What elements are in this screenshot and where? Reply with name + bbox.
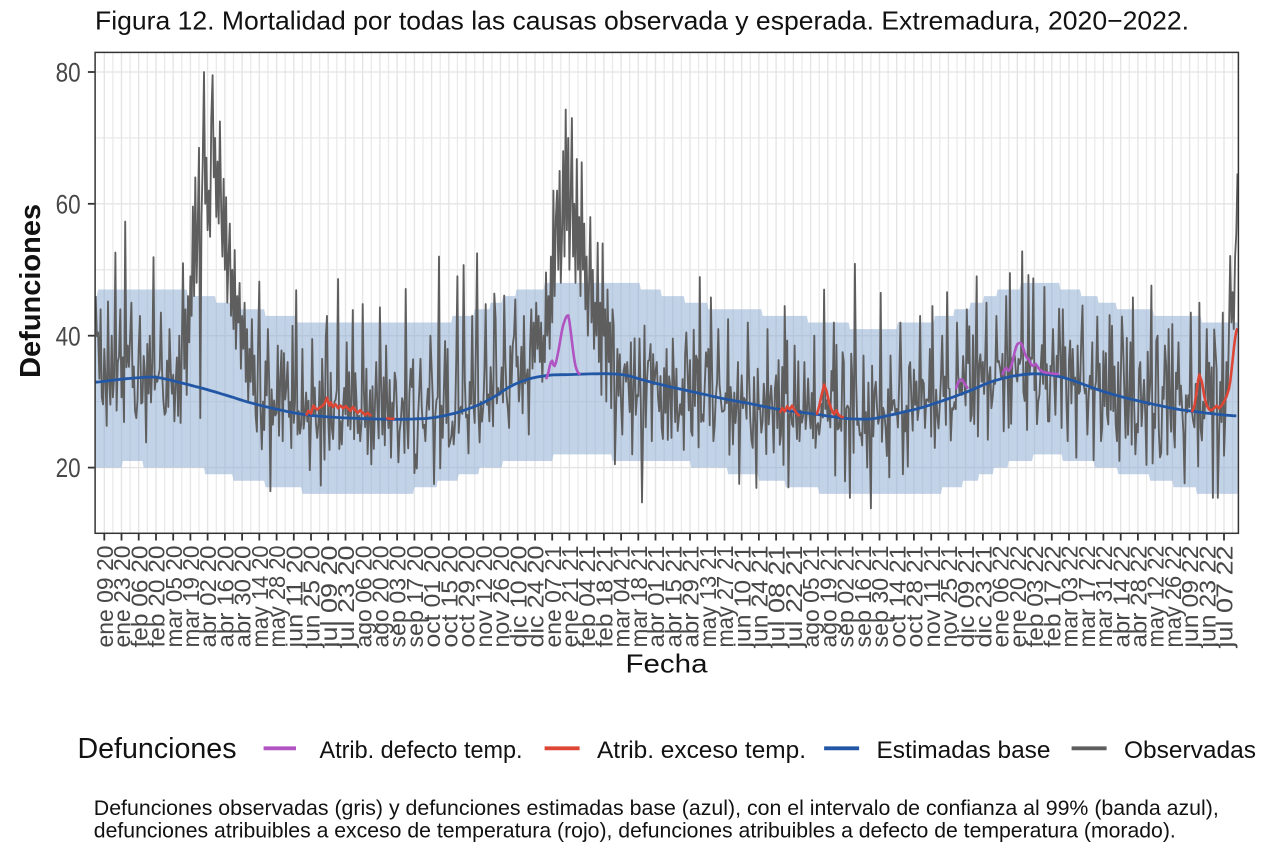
svg-text:may 13 21: may 13 21 <box>695 546 721 648</box>
svg-text:feb 06 20: feb 06 20 <box>126 546 152 648</box>
svg-text:ene 20 22: ene 20 22 <box>1005 546 1031 648</box>
svg-text:dic 10 20: dic 10 20 <box>505 546 531 648</box>
svg-text:sep 02 21: sep 02 21 <box>833 546 859 648</box>
svg-text:mar 19 20: mar 19 20 <box>178 546 204 648</box>
svg-text:dic 24 20: dic 24 20 <box>523 546 549 648</box>
svg-text:jun 23 22: jun 23 22 <box>1194 546 1220 649</box>
svg-text:feb 18 21: feb 18 21 <box>592 546 618 648</box>
svg-text:abr 30 20: abr 30 20 <box>230 546 256 648</box>
svg-text:abr 29 21: abr 29 21 <box>678 546 704 648</box>
svg-text:mar 03 22: mar 03 22 <box>1057 546 1083 648</box>
svg-text:abr 02 20: abr 02 20 <box>195 546 221 648</box>
svg-text:ago 19 21: ago 19 21 <box>815 546 841 648</box>
svg-text:abr 14 22: abr 14 22 <box>1108 546 1134 648</box>
svg-text:jun 09 22: jun 09 22 <box>1177 546 1203 649</box>
svg-text:jul 09 20: jul 09 20 <box>316 546 342 649</box>
svg-text:Defunciones: Defunciones <box>15 204 47 378</box>
svg-text:ago 06 20: ago 06 20 <box>350 546 376 648</box>
svg-text:feb 03 22: feb 03 22 <box>1022 546 1048 648</box>
svg-text:ene 21 21: ene 21 21 <box>557 546 583 648</box>
svg-text:defunciones atribuibles a exce: defunciones atribuibles a exceso de temp… <box>94 819 1176 842</box>
svg-text:mar 04 21: mar 04 21 <box>609 546 635 648</box>
svg-text:jul 07 22: jul 07 22 <box>1212 546 1238 649</box>
svg-text:Defunciones observadas (gris): Defunciones observadas (gris) y defuncio… <box>94 797 1219 820</box>
svg-text:sep 17 20: sep 17 20 <box>402 546 428 648</box>
svg-text:may 12 22: may 12 22 <box>1143 546 1169 648</box>
svg-text:sep 03 20: sep 03 20 <box>385 546 411 648</box>
svg-text:sep 30 21: sep 30 21 <box>867 546 893 648</box>
svg-text:jul 08 21: jul 08 21 <box>764 546 790 649</box>
svg-text:ene 09 20: ene 09 20 <box>92 546 118 648</box>
svg-text:may 14 20: may 14 20 <box>247 546 273 648</box>
svg-text:mar 18 21: mar 18 21 <box>626 546 652 648</box>
svg-text:nov 25 21: nov 25 21 <box>936 546 962 648</box>
svg-text:feb 04 21: feb 04 21 <box>574 546 600 648</box>
svg-text:Observadas: Observadas <box>1124 737 1256 764</box>
svg-text:abr 16 20: abr 16 20 <box>213 546 239 648</box>
svg-text:oct 01 20: oct 01 20 <box>419 546 445 648</box>
svg-text:jul 22 21: jul 22 21 <box>781 546 807 649</box>
svg-text:oct 15 20: oct 15 20 <box>436 546 462 648</box>
svg-text:jun 10 21: jun 10 21 <box>729 546 755 649</box>
svg-text:60: 60 <box>56 189 81 219</box>
svg-text:Atrib. defecto temp.: Atrib. defecto temp. <box>320 737 523 764</box>
svg-text:jun 24 21: jun 24 21 <box>747 546 773 649</box>
svg-text:nov 11 21: nov 11 21 <box>919 546 945 648</box>
svg-text:feb 17 22: feb 17 22 <box>1039 546 1065 648</box>
svg-text:ene 07 21: ene 07 21 <box>540 546 566 648</box>
svg-text:abr 01 21: abr 01 21 <box>643 546 669 648</box>
svg-text:ago 05 21: ago 05 21 <box>798 546 824 648</box>
svg-text:jun 11 20: jun 11 20 <box>281 546 307 649</box>
svg-text:dic 09 21: dic 09 21 <box>953 546 979 648</box>
svg-text:mar 17 22: mar 17 22 <box>1074 546 1100 648</box>
svg-text:80: 80 <box>56 58 81 88</box>
svg-text:oct 14 21: oct 14 21 <box>884 546 910 648</box>
svg-text:20: 20 <box>56 453 81 483</box>
svg-text:abr 28 22: abr 28 22 <box>1126 546 1152 648</box>
svg-text:sep 16 21: sep 16 21 <box>850 546 876 648</box>
svg-text:mar 05 20: mar 05 20 <box>161 546 187 648</box>
svg-text:abr 15 21: abr 15 21 <box>660 546 686 648</box>
svg-text:Atrib. exceso temp.: Atrib. exceso temp. <box>597 737 806 764</box>
svg-text:ene 06 22: ene 06 22 <box>988 546 1014 648</box>
svg-text:may 26 22: may 26 22 <box>1160 546 1186 648</box>
svg-text:ene 23 20: ene 23 20 <box>109 546 135 648</box>
svg-text:Defunciones: Defunciones <box>78 733 237 765</box>
svg-text:oct 28 21: oct 28 21 <box>902 546 928 648</box>
svg-text:dic 23 21: dic 23 21 <box>971 546 997 648</box>
svg-text:40: 40 <box>56 321 81 351</box>
svg-text:jul 23 20: jul 23 20 <box>333 546 359 649</box>
svg-text:may 28 20: may 28 20 <box>264 546 290 648</box>
svg-text:feb 20 20: feb 20 20 <box>144 546 170 648</box>
svg-text:may 27 21: may 27 21 <box>712 546 738 648</box>
svg-text:Estimadas base: Estimadas base <box>877 737 1051 764</box>
svg-text:ago 20 20: ago 20 20 <box>368 546 394 648</box>
svg-text:mar 31 22: mar 31 22 <box>1091 546 1117 648</box>
svg-text:oct 29 20: oct 29 20 <box>454 546 480 648</box>
svg-text:Fecha: Fecha <box>626 649 709 679</box>
svg-text:nov 26 20: nov 26 20 <box>488 546 514 648</box>
svg-text:Figura 12. Mortalidad por toda: Figura 12. Mortalidad por todas las caus… <box>95 6 1189 36</box>
svg-text:nov 12 20: nov 12 20 <box>471 546 497 648</box>
svg-text:jun 25 20: jun 25 20 <box>299 546 325 649</box>
